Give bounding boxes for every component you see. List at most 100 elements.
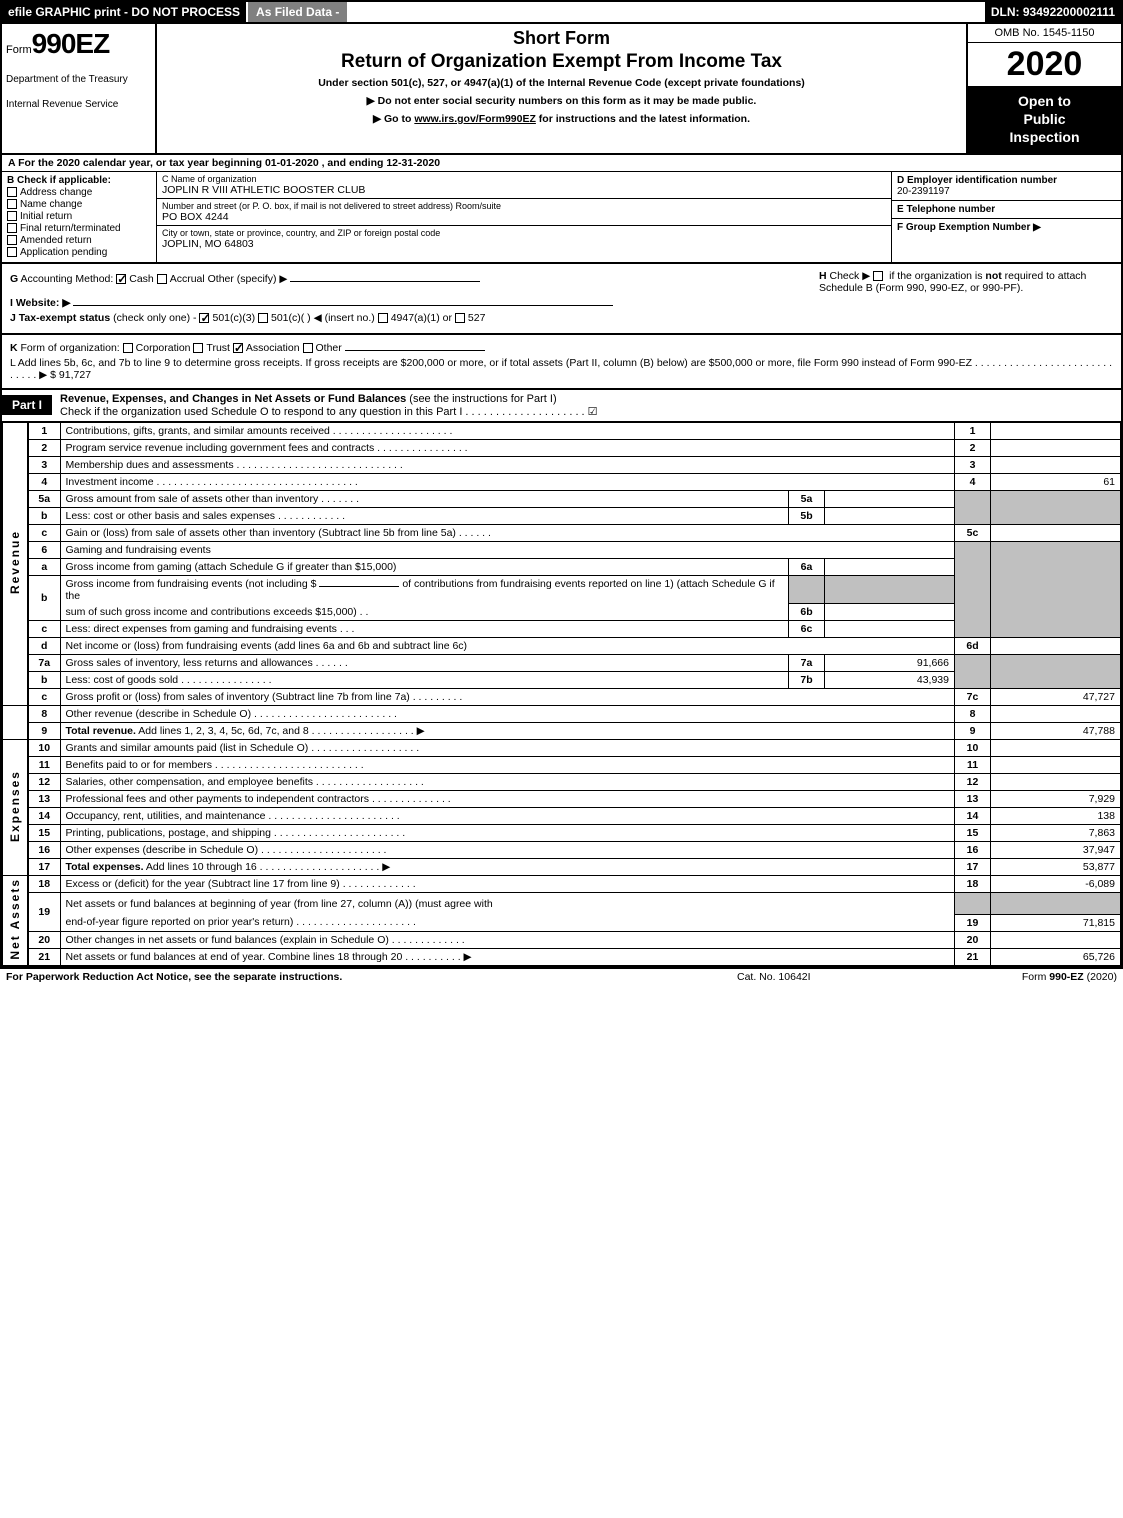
row-7a-desc: Gross sales of inventory, less returns a… [60, 655, 789, 672]
row-7b-mn: 7b [789, 672, 825, 689]
row-13-desc: Professional fees and other payments to … [60, 791, 955, 808]
check-trust[interactable] [193, 343, 203, 353]
open-line-3: Inspection [972, 128, 1117, 146]
row-21-num: 21 [28, 948, 60, 965]
check-amended-return[interactable]: Amended return [7, 235, 151, 246]
row-15-desc: Printing, publications, postage, and shi… [60, 825, 955, 842]
row-6-desc: Gaming and fundraising events [60, 541, 955, 558]
row-9-val: 47,788 [991, 723, 1121, 740]
as-filed-label: As Filed Data - [246, 2, 347, 22]
row-3-val [991, 456, 1121, 473]
tax-year: 2020 [968, 43, 1121, 86]
row-5ab-shade-val [991, 490, 1121, 524]
section-a-tax-year: A For the 2020 calendar year, or tax yea… [2, 155, 1121, 172]
row-21-val: 65,726 [991, 948, 1121, 965]
row-10-desc: Grants and similar amounts paid (list in… [60, 740, 955, 757]
row-8-desc: Other revenue (describe in Schedule O) .… [60, 706, 955, 723]
city-value: JOPLIN, MO 64803 [162, 238, 886, 250]
top-bar: efile GRAPHIC print - DO NOT PROCESS As … [2, 2, 1121, 24]
row-20-val [991, 931, 1121, 948]
row-4-rnum: 4 [955, 473, 991, 490]
row-10-num: 10 [28, 740, 60, 757]
check-501c3[interactable] [199, 313, 209, 323]
row-4-num: 4 [28, 473, 60, 490]
row-13-rnum: 13 [955, 791, 991, 808]
row-8-num: 8 [28, 706, 60, 723]
row-6b-mn: 6b [789, 604, 825, 621]
check-4947[interactable] [378, 313, 388, 323]
form-number-box: Form990EZ Department of the Treasury Int… [2, 24, 157, 153]
form-container: efile GRAPHIC print - DO NOT PROCESS As … [0, 0, 1123, 968]
row-6-num: 6 [28, 541, 60, 558]
row-6d-num: d [28, 638, 60, 655]
check-other[interactable] [303, 343, 313, 353]
part-1-title-bold: Revenue, Expenses, and Changes in Net As… [60, 393, 406, 405]
expenses-side-label: Expenses [3, 740, 29, 876]
check-final-return[interactable]: Final return/terminated [7, 223, 151, 234]
short-form-title: Short Form [165, 28, 958, 49]
row-3-desc: Membership dues and assessments . . . . … [60, 456, 955, 473]
footer-paperwork: For Paperwork Reduction Act Notice, see … [6, 971, 737, 983]
irs-link[interactable]: www.irs.gov/Form990EZ [414, 113, 536, 125]
row-6d-rnum: 6d [955, 638, 991, 655]
footer-form: Form 990-EZ (2020) [937, 971, 1117, 983]
k-form-org: K Form of organization: Corporation Trus… [10, 342, 1113, 354]
row-5b-mn: 5b [789, 507, 825, 524]
check-501c[interactable] [258, 313, 268, 323]
section-b: B Check if applicable: Address change Na… [2, 172, 157, 262]
row-9-desc: Total revenue. Add lines 1, 2, 3, 4, 5c,… [60, 723, 955, 740]
check-name-change[interactable]: Name change [7, 199, 151, 210]
row-5c-val [991, 524, 1121, 541]
title-right-box: OMB No. 1545-1150 2020 Open to Public In… [966, 24, 1121, 153]
row-17-rnum: 17 [955, 859, 991, 876]
city-row: City or town, state or province, country… [157, 226, 891, 252]
row-5ab-shade [955, 490, 991, 524]
row-19-num: 19 [28, 893, 60, 932]
row-13-num: 13 [28, 791, 60, 808]
row-6b-mv [825, 604, 955, 621]
row-10-rnum: 10 [955, 740, 991, 757]
row-7b-desc: Less: cost of goods sold . . . . . . . .… [60, 672, 789, 689]
instruction-1: ▶ Do not enter social security numbers o… [165, 95, 958, 107]
h-schedule-b: H Check ▶ if the organization is not req… [811, 264, 1121, 333]
row-6b-shade2 [825, 575, 955, 604]
row-11-desc: Benefits paid to or for members . . . . … [60, 757, 955, 774]
row-6c-mn: 6c [789, 621, 825, 638]
row-6a-desc: Gross income from gaming (attach Schedul… [60, 558, 789, 575]
check-schedule-b[interactable] [873, 271, 883, 281]
row-17-desc: Total expenses. Add lines 10 through 16 … [60, 859, 955, 876]
l-gross-receipts: L Add lines 5b, 6c, and 7b to line 9 to … [10, 357, 1113, 381]
j-tax-exempt: J Tax-exempt status (check only one) - 5… [10, 312, 803, 324]
row-8-rnum: 8 [955, 706, 991, 723]
row-15-num: 15 [28, 825, 60, 842]
row-18-desc: Excess or (deficit) for the year (Subtra… [60, 876, 955, 893]
row-1-rnum: 1 [955, 422, 991, 439]
check-cash[interactable] [116, 274, 126, 284]
section-g-through-j: G Accounting Method: Cash Accrual Other … [2, 264, 1121, 335]
check-527[interactable] [455, 313, 465, 323]
check-assoc[interactable] [233, 343, 243, 353]
check-corp[interactable] [123, 343, 133, 353]
row-5c-desc: Gain or (loss) from sale of assets other… [60, 524, 955, 541]
check-accrual[interactable] [157, 274, 167, 284]
row-7b-num: b [28, 672, 60, 689]
title-row: Form990EZ Department of the Treasury Int… [2, 24, 1121, 155]
row-6-shade [955, 541, 991, 638]
row-7b-mv: 43,939 [825, 672, 955, 689]
row-14-val: 138 [991, 808, 1121, 825]
row-6b-shade1 [789, 575, 825, 604]
row-7c-val: 47,727 [991, 689, 1121, 706]
row-5a-mn: 5a [789, 490, 825, 507]
check-initial-return[interactable]: Initial return [7, 211, 151, 222]
city-label: City or town, state or province, country… [162, 228, 886, 238]
row-5b-desc: Less: cost or other basis and sales expe… [60, 507, 789, 524]
check-application-pending[interactable]: Application pending [7, 247, 151, 258]
page-footer: For Paperwork Reduction Act Notice, see … [0, 968, 1123, 985]
check-address-change[interactable]: Address change [7, 187, 151, 198]
row-18-num: 18 [28, 876, 60, 893]
instruction-2: ▶ Go to www.irs.gov/Form990EZ for instru… [165, 113, 958, 125]
row-3-rnum: 3 [955, 456, 991, 473]
row-16-desc: Other expenses (describe in Schedule O) … [60, 842, 955, 859]
row-4-desc: Investment income . . . . . . . . . . . … [60, 473, 955, 490]
row-19-desc1: Net assets or fund balances at beginning… [60, 893, 955, 915]
